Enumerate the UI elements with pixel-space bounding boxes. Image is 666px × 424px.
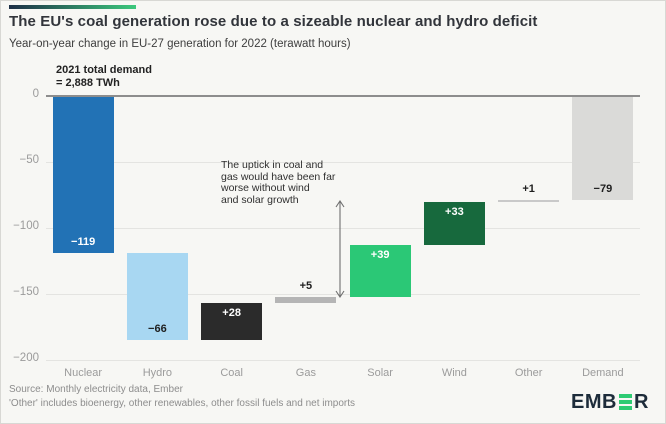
annotation-uptick-note: The uptick in coal and gas would have be… — [221, 159, 336, 206]
bar-hydro — [126, 253, 188, 341]
x-axis-label-hydro: Hydro — [142, 367, 173, 379]
ember-logo-text-left: EMB — [571, 390, 617, 413]
value-label-hydro: −66 — [148, 323, 167, 336]
y-axis-tick-label: −150 — [13, 286, 39, 298]
bar-coal — [201, 303, 263, 341]
gridline — [46, 294, 640, 295]
value-label-wind: +33 — [445, 205, 464, 218]
annotation-2021-demand: 2021 total demand = 2,888 TWh — [56, 64, 152, 89]
value-label-coal: +28 — [222, 307, 241, 320]
ember-logo-text-right: R — [633, 390, 649, 413]
x-axis-label-solar: Solar — [367, 367, 393, 379]
footer-note: 'Other' includes bioenergy, other renewa… — [9, 398, 356, 409]
value-label-other: +1 — [522, 183, 535, 196]
gridline — [46, 228, 640, 229]
x-axis-label-coal: Coal — [220, 367, 243, 379]
brand-accent-bar — [9, 5, 136, 9]
ember-logo-e-icon — [618, 394, 632, 410]
bar-solar — [349, 245, 411, 297]
x-axis-label-other: Other — [514, 367, 543, 379]
zero-baseline — [46, 95, 640, 97]
ember-logo: EMB R — [571, 390, 649, 414]
bar-other — [498, 200, 560, 203]
gridline — [46, 360, 640, 361]
page-title: The EU's coal generation rose due to a s… — [9, 13, 538, 30]
x-axis-label-nuclear: Nuclear — [64, 367, 103, 379]
wind-solar-offset-arrow — [335, 200, 345, 298]
bar-nuclear — [52, 96, 114, 254]
y-axis-tick-label: −50 — [19, 154, 39, 166]
bar-demand — [572, 96, 634, 201]
value-label-nuclear: −119 — [71, 236, 96, 249]
y-axis-tick-label: −200 — [13, 352, 39, 364]
x-axis-label-demand: Demand — [582, 367, 624, 379]
value-label-gas: +5 — [299, 279, 313, 292]
y-axis-tick-label: 0 — [32, 88, 39, 100]
x-axis-label-gas: Gas — [295, 367, 316, 379]
bar-wind — [423, 201, 485, 246]
footer-source: Source: Monthly electricity data, Ember — [9, 384, 183, 395]
bar-gas — [275, 296, 337, 304]
x-axis-label-wind: Wind — [441, 367, 467, 379]
value-label-demand: −79 — [593, 183, 613, 196]
value-label-solar: +39 — [370, 249, 390, 262]
y-axis-tick-label: −100 — [13, 220, 39, 232]
page-subtitle: Year-on-year change in EU-27 generation … — [9, 38, 351, 50]
gridline — [46, 162, 640, 163]
